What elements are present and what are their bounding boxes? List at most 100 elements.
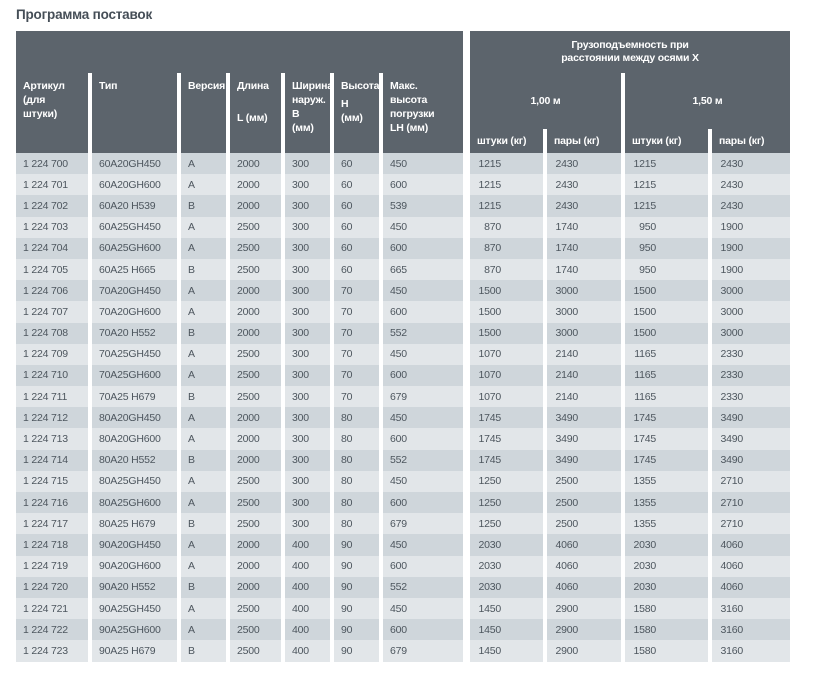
table-cell-length: 2500 (230, 597, 281, 620)
table-cell-type: 70A25 H679 (92, 386, 177, 408)
table-cell-capacity: 1500 (625, 322, 708, 344)
table-cell-articul: 1 224 719 (16, 555, 88, 577)
capacity-value: 2140 (555, 369, 578, 382)
table-cell-capacity: 2500 (547, 492, 621, 514)
capacity-value: 2030 (633, 581, 656, 594)
capacity-value: 2030 (478, 560, 501, 573)
table-cell-capacity: 1500 (470, 280, 543, 302)
table-cell-capacity: 3490 (712, 449, 790, 471)
table-cell-capacity: 3490 (547, 428, 621, 450)
capacity-value: 2030 (478, 581, 501, 594)
capacity-value: 4060 (555, 581, 578, 594)
subheader-1-0: штуки (кг) (625, 129, 708, 153)
table-cell-articul: 1 224 707 (16, 301, 88, 323)
table-cell-capacity: 3160 (712, 597, 790, 620)
table-cell-type: 80A25GH450 (92, 470, 177, 492)
table-cell-type: 90A20GH450 (92, 534, 177, 556)
capacity-value: 1250 (478, 496, 501, 509)
table-cell-outer-width: 300 (285, 449, 330, 471)
table-cell-height: 70 (334, 343, 379, 365)
table-cell-max-load-height: 552 (383, 576, 463, 598)
column-title: Макс. высота погрузки (390, 80, 435, 120)
table-cell-max-load-height: 679 (383, 386, 463, 408)
table-cell-type: 90A25GH450 (92, 597, 177, 620)
table-cell-capacity: 1450 (470, 619, 543, 641)
table-cell-length: 2500 (230, 386, 281, 408)
table-cell-max-load-height: 600 (383, 428, 463, 450)
table-cell-type: 60A20GH600 (92, 174, 177, 196)
table-cell-max-load-height: 450 (383, 343, 463, 365)
table-cell-outer-width: 300 (285, 343, 330, 365)
table-cell-capacity: 1355 (625, 513, 708, 535)
table-cell-outer-width: 400 (285, 619, 330, 641)
capacity-value: 3000 (720, 284, 743, 297)
capacity-value: 2900 (555, 623, 578, 636)
table-cell-capacity: 2900 (547, 619, 621, 641)
table-cell-articul: 1 224 704 (16, 237, 88, 259)
group-header-line1: Грузоподъемность при (571, 39, 689, 51)
table-cell-capacity: 1580 (625, 597, 708, 620)
capacity-value: 1165 (634, 369, 656, 382)
table-cell-version: B (181, 576, 226, 598)
table-cell-capacity: 2030 (470, 534, 543, 556)
capacity-value: 1580 (633, 623, 656, 636)
table-cell-type: 60A20GH450 (92, 153, 177, 175)
table-cell-outer-width: 300 (285, 216, 330, 238)
table-cell-type: 80A20GH450 (92, 407, 177, 429)
table-cell-capacity: 2430 (712, 153, 790, 175)
capacity-value: 2330 (720, 348, 743, 361)
table-cell-outer-width: 400 (285, 597, 330, 620)
table-cell-max-load-height: 679 (383, 640, 463, 662)
capacity-value: 1745 (633, 433, 656, 446)
table-cell-height: 90 (334, 576, 379, 598)
table-cell-version: B (181, 513, 226, 535)
capacity-value: 1745 (478, 433, 501, 446)
table-cell-capacity: 1900 (712, 216, 790, 238)
table-cell-type: 60A25GH600 (92, 237, 177, 259)
table-cell-version: A (181, 280, 226, 302)
table-cell-capacity: 3000 (547, 280, 621, 302)
table-cell-max-load-height: 552 (383, 322, 463, 344)
table-cell-max-load-height: 552 (383, 449, 463, 471)
table-cell-outer-width: 300 (285, 428, 330, 450)
table-cell-articul: 1 224 700 (16, 153, 88, 175)
table-cell-type: 70A25GH600 (92, 364, 177, 387)
capacity-value: 3000 (555, 305, 578, 318)
table-cell-length: 2000 (230, 301, 281, 323)
table-cell-capacity: 1580 (625, 640, 708, 662)
capacity-value: 2710 (720, 517, 743, 530)
table-cell-height: 80 (334, 428, 379, 450)
column-unit: L (мм) (237, 112, 268, 124)
group-header-line2: расстоянии между осями X (561, 52, 699, 64)
table-cell-version: A (181, 534, 226, 556)
capacity-value: 950 (639, 242, 656, 255)
table-cell-max-load-height: 450 (383, 216, 463, 238)
table-cell-articul: 1 224 715 (16, 470, 88, 492)
table-cell-capacity: 1450 (470, 597, 543, 620)
table-cell-outer-width: 300 (285, 195, 330, 217)
table-cell-outer-width: 300 (285, 322, 330, 344)
table-cell-length: 2000 (230, 534, 281, 556)
table-cell-capacity: 2710 (712, 492, 790, 514)
capacity-value: 1070 (478, 369, 501, 382)
table-cell-length: 2500 (230, 470, 281, 492)
table-cell-length: 2000 (230, 449, 281, 471)
capacity-value: 2140 (555, 390, 578, 403)
table-cell-length: 2500 (230, 258, 281, 281)
capacity-value: 2710 (720, 475, 743, 488)
table-cell-capacity: 950 (625, 237, 708, 259)
table-cell-capacity: 4060 (547, 555, 621, 577)
table-cell-height: 60 (334, 174, 379, 196)
table-cell-height: 60 (334, 237, 379, 259)
capacity-value: 1355 (633, 517, 656, 530)
table-cell-capacity: 1250 (470, 470, 543, 492)
capacity-value: 1450 (478, 644, 501, 657)
table-cell-capacity: 870 (470, 258, 543, 281)
table-cell-articul: 1 224 710 (16, 364, 88, 387)
table-cell-outer-width: 300 (285, 153, 330, 175)
table-cell-height: 90 (334, 597, 379, 620)
table-cell-length: 2500 (230, 364, 281, 387)
table-cell-articul: 1 224 717 (16, 513, 88, 535)
table-cell-height: 80 (334, 492, 379, 514)
table-cell-version: A (181, 153, 226, 175)
